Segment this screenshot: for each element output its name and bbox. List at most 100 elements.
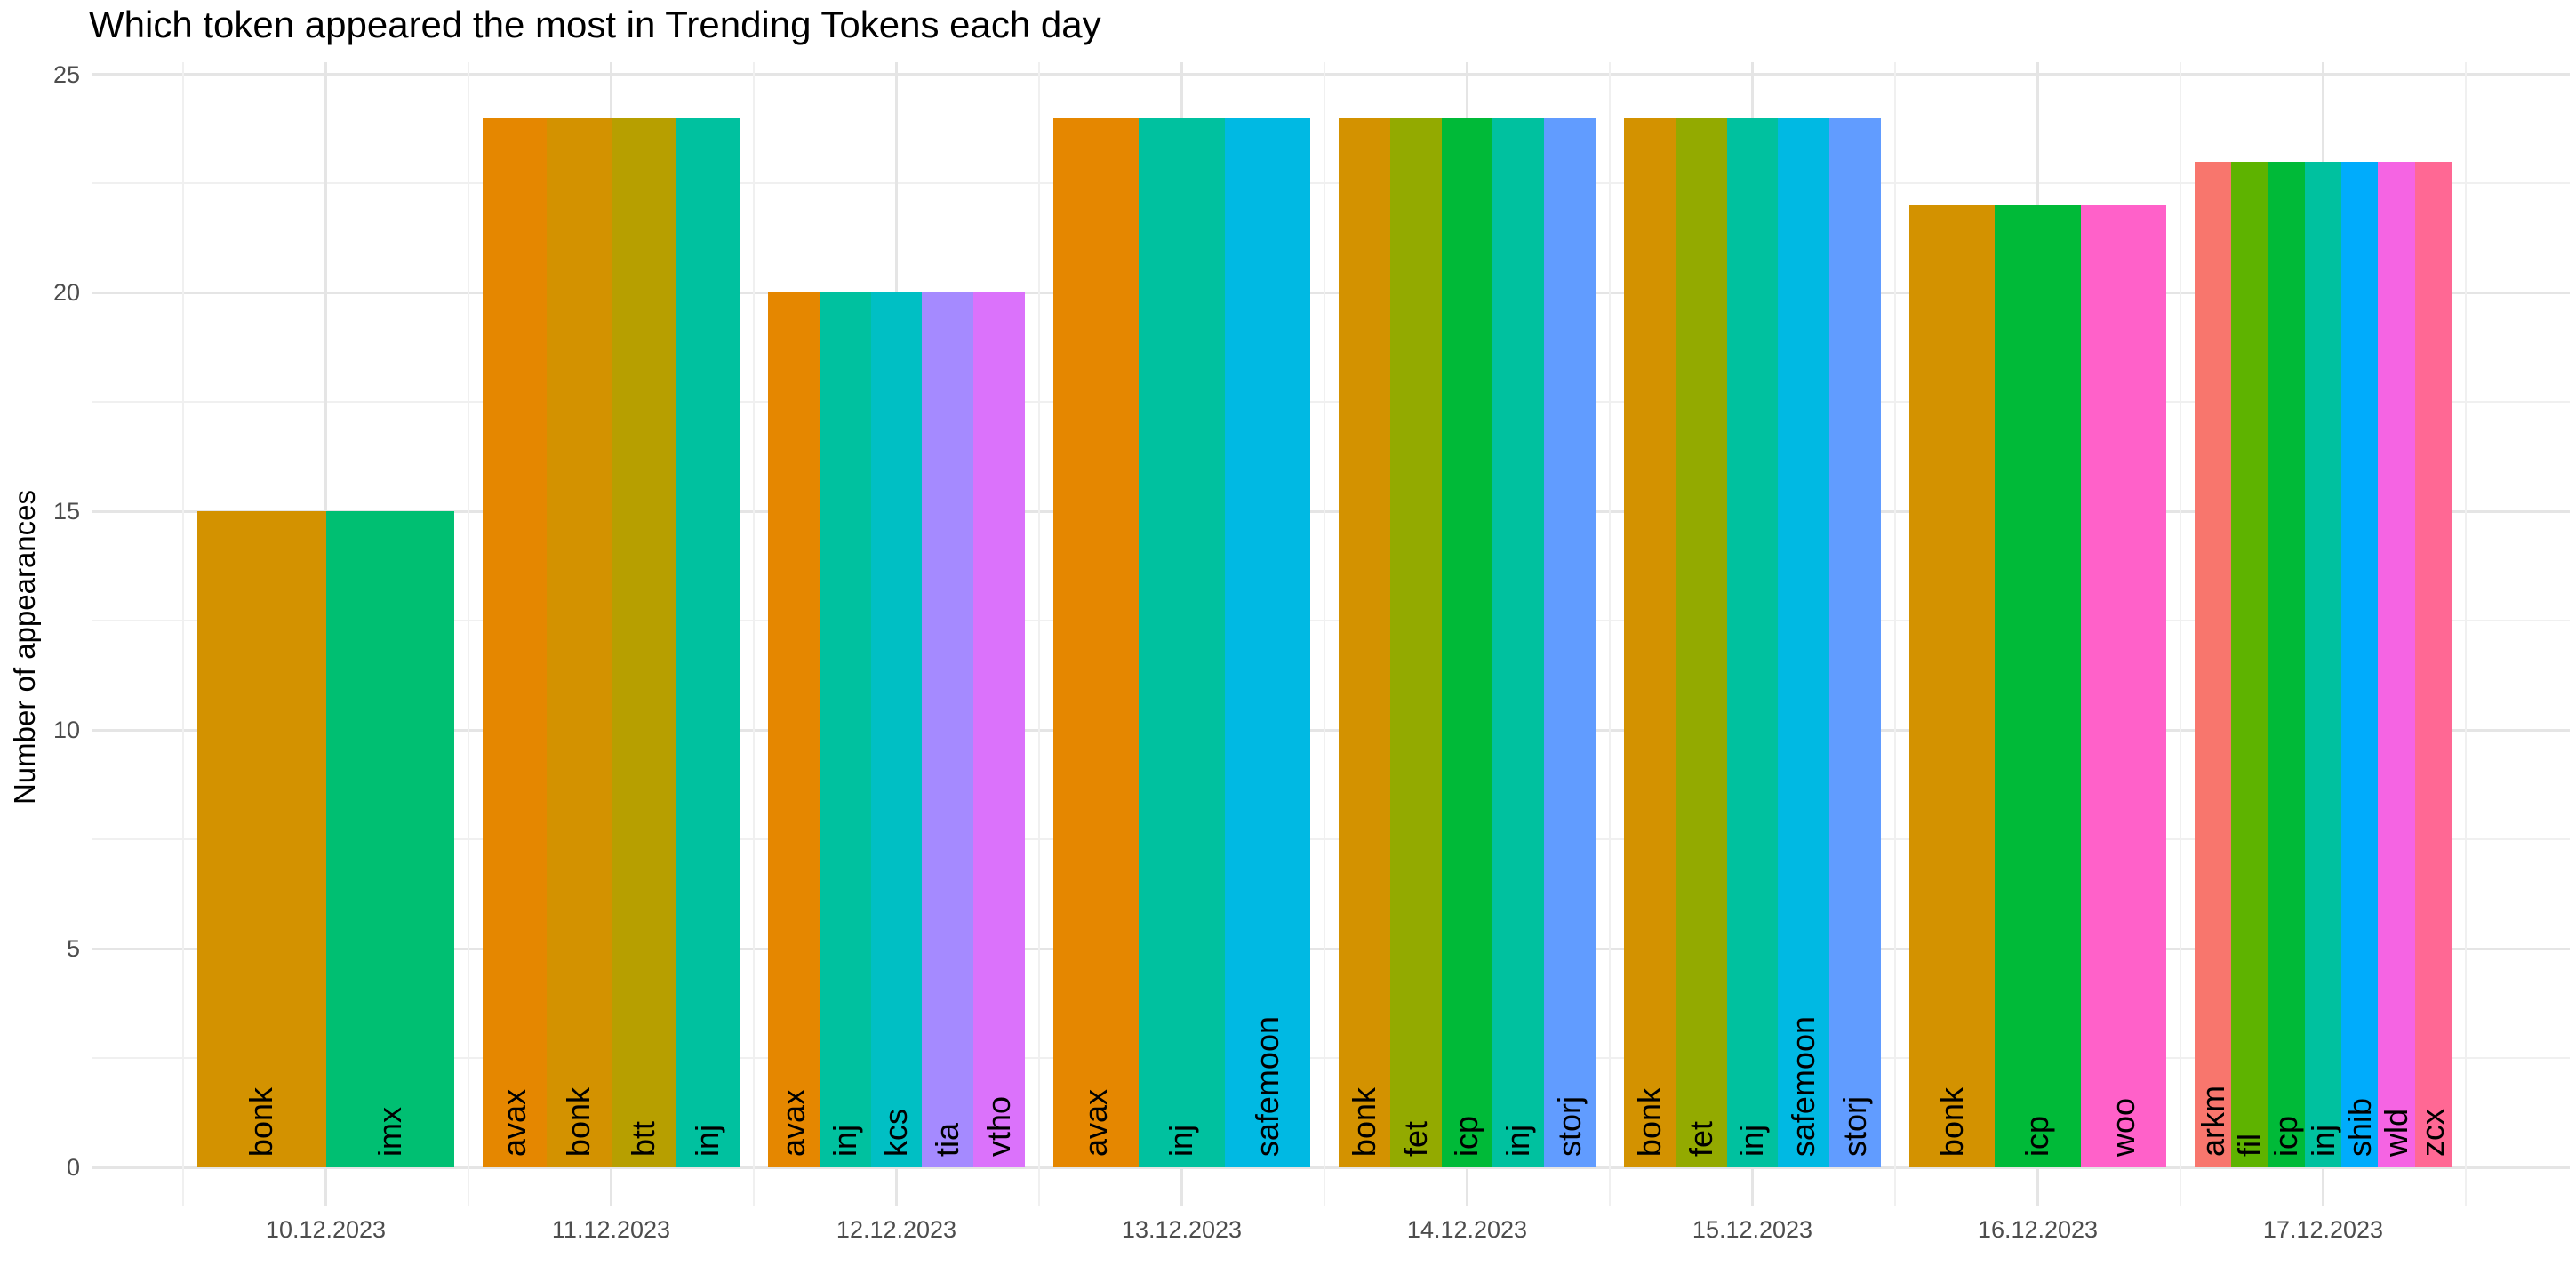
x-tick-label: 12.12.2023 bbox=[836, 1216, 957, 1243]
x-tick-label: 17.12.2023 bbox=[2262, 1216, 2384, 1243]
y-tick-label: 20 bbox=[52, 279, 80, 307]
bar: icp bbox=[1995, 205, 2081, 1167]
x-tick-label: 16.12.2023 bbox=[1977, 1216, 2099, 1243]
bar-group: bonk fet inj safemoon storj bbox=[1610, 117, 1895, 1167]
bar-label: inj bbox=[1733, 1124, 1771, 1157]
bar: arkm bbox=[2195, 161, 2232, 1167]
plot-panel: bonk imx avax bonk btt inj avax inj kcs tia vtho av… bbox=[92, 62, 2570, 1206]
gridline-h-major bbox=[92, 291, 2570, 294]
bar-group: bonk imx bbox=[183, 511, 468, 1167]
bar: woo bbox=[2080, 205, 2166, 1167]
gridline-h-major bbox=[92, 509, 2570, 513]
bar-label: inj bbox=[1163, 1124, 1200, 1157]
gridline-v-minor bbox=[468, 62, 469, 1206]
bar-label: bonk bbox=[1630, 1086, 1668, 1157]
y-tick-label: 15 bbox=[52, 498, 80, 525]
bar: fet bbox=[1675, 117, 1727, 1167]
bar-label: storj bbox=[1836, 1095, 1874, 1157]
bar: safemoon bbox=[1778, 117, 1830, 1167]
x-tick-label: 14.12.2023 bbox=[1406, 1216, 1528, 1243]
gridline-v-minor bbox=[2180, 62, 2181, 1206]
bar: safemoon bbox=[1224, 117, 1310, 1167]
bar: zcx bbox=[2414, 161, 2452, 1167]
gridline-v-minor bbox=[753, 62, 755, 1206]
bar: inj bbox=[675, 117, 740, 1167]
bar-label: inj bbox=[688, 1124, 725, 1157]
bar: bonk bbox=[197, 511, 326, 1167]
bar-group: avax inj safemoon bbox=[1039, 117, 1324, 1167]
bar: shib bbox=[2340, 161, 2379, 1167]
bar-label: fil bbox=[2230, 1134, 2268, 1157]
gridline-v-minor bbox=[1038, 62, 1040, 1206]
bar: bonk bbox=[547, 117, 612, 1167]
bar-label: wld bbox=[2378, 1108, 2415, 1157]
bar: btt bbox=[611, 117, 676, 1167]
bar: avax bbox=[768, 292, 820, 1167]
bar-label: btt bbox=[624, 1120, 661, 1157]
bar: inj bbox=[1492, 117, 1545, 1167]
bar-label: icp bbox=[2268, 1115, 2305, 1157]
bar-label: icp bbox=[2019, 1115, 2056, 1157]
bar-label: shib bbox=[2340, 1097, 2378, 1157]
y-axis-title: Number of appearances bbox=[8, 489, 41, 805]
bar-group: avax bonk btt inj bbox=[468, 117, 754, 1167]
bar-label: woo bbox=[2104, 1097, 2141, 1157]
bar-label: safemoon bbox=[1248, 1015, 1285, 1157]
bar: bonk bbox=[1909, 205, 1996, 1167]
bar: avax bbox=[1053, 117, 1140, 1167]
bar: storj bbox=[1544, 117, 1596, 1167]
gridline-v-minor bbox=[182, 62, 184, 1206]
gridline-h-minor bbox=[92, 838, 2570, 841]
bar-label: vtho bbox=[980, 1095, 1018, 1157]
bar: inj bbox=[819, 292, 871, 1167]
gridline-h-major bbox=[92, 947, 2570, 950]
bar-label: tia bbox=[929, 1122, 966, 1157]
bar: wld bbox=[2378, 161, 2415, 1167]
gridline-h-minor bbox=[92, 401, 2570, 404]
gridline-h-major bbox=[92, 73, 2570, 76]
gridline-h-minor bbox=[92, 620, 2570, 622]
bar-label: bonk bbox=[243, 1086, 280, 1157]
bar: vtho bbox=[973, 292, 1025, 1167]
bar-group: avax inj kcs tia vtho bbox=[754, 292, 1039, 1167]
x-tick-label: 11.12.2023 bbox=[551, 1216, 671, 1243]
bar: icp bbox=[2268, 161, 2305, 1167]
bar: bonk bbox=[1339, 117, 1390, 1167]
bar-label: zcx bbox=[2414, 1109, 2452, 1157]
bar: inj bbox=[2304, 161, 2342, 1167]
bar-label: storj bbox=[1551, 1095, 1588, 1157]
bar-label: fet bbox=[1682, 1120, 1719, 1157]
bar: icp bbox=[1441, 117, 1493, 1167]
x-tick-label: 13.12.2023 bbox=[1121, 1216, 1243, 1243]
gridline-v-minor bbox=[1324, 62, 1325, 1206]
bar: storj bbox=[1829, 117, 1881, 1167]
bar-label: kcs bbox=[877, 1109, 915, 1157]
gridline-h-minor bbox=[92, 182, 2570, 185]
bar-label: bonk bbox=[1933, 1086, 1971, 1157]
bar: tia bbox=[922, 292, 974, 1167]
gridline-v-minor bbox=[1894, 62, 1896, 1206]
bar-label: bonk bbox=[1345, 1086, 1382, 1157]
bar-label: inj bbox=[2304, 1124, 2341, 1157]
y-tick-label: 5 bbox=[66, 935, 80, 963]
bar: inj bbox=[1726, 117, 1779, 1167]
gridline-v-minor bbox=[2465, 62, 2467, 1206]
bar-group: arkm fil icp inj shib wld zcx bbox=[2180, 161, 2466, 1167]
bar-label: icp bbox=[1448, 1115, 1485, 1157]
gridline-h-minor bbox=[92, 1057, 2570, 1060]
x-tick-label: 15.12.2023 bbox=[1692, 1216, 1813, 1243]
bar: fet bbox=[1389, 117, 1442, 1167]
bar: bonk bbox=[1624, 117, 1676, 1167]
bar: inj bbox=[1139, 117, 1225, 1167]
bar-label: safemoon bbox=[1785, 1015, 1822, 1157]
bar-label: avax bbox=[496, 1088, 533, 1157]
bar-label: avax bbox=[1077, 1088, 1115, 1157]
bar: kcs bbox=[870, 292, 923, 1167]
bar-group: bonk fet icp inj storj bbox=[1324, 117, 1610, 1167]
chart-title: Which token appeared the most in Trendin… bbox=[89, 4, 1101, 45]
bar-label: inj bbox=[1500, 1124, 1537, 1157]
bar: fil bbox=[2230, 161, 2268, 1167]
gridline-h-major bbox=[92, 1166, 2570, 1169]
bar-group: bonk icp woo bbox=[1895, 205, 2180, 1167]
y-tick-label: 10 bbox=[52, 717, 80, 744]
